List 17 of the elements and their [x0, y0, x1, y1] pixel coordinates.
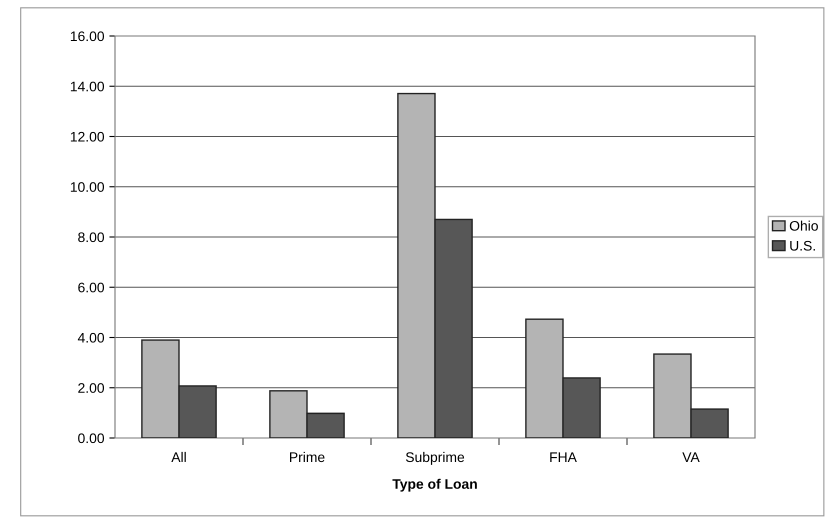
y-tick-label: 10.00: [70, 182, 104, 192]
y-tick-label: 16.00: [70, 31, 104, 42]
legend-label: U.S.: [790, 240, 815, 251]
y-tick-label: 2.00: [78, 383, 104, 393]
x-tick-label: All: [171, 452, 186, 462]
y-tick-label: 12.00: [70, 132, 104, 142]
x-axis-title: Type of Loan: [392, 478, 477, 492]
y-tick-label: 0.00: [78, 433, 104, 444]
y-tick-label: 14.00: [70, 82, 104, 92]
x-tick-label: FHA: [550, 452, 577, 462]
x-tick-label: Prime: [290, 452, 325, 462]
y-tick-label: 4.00: [78, 332, 104, 343]
y-tick-label: 8.00: [78, 232, 104, 242]
legend-label: Ohio: [790, 220, 818, 231]
x-tick-label: Subprime: [406, 452, 464, 465]
x-tick-label: VA: [682, 452, 700, 462]
y-tick-label: 6.00: [78, 282, 104, 292]
